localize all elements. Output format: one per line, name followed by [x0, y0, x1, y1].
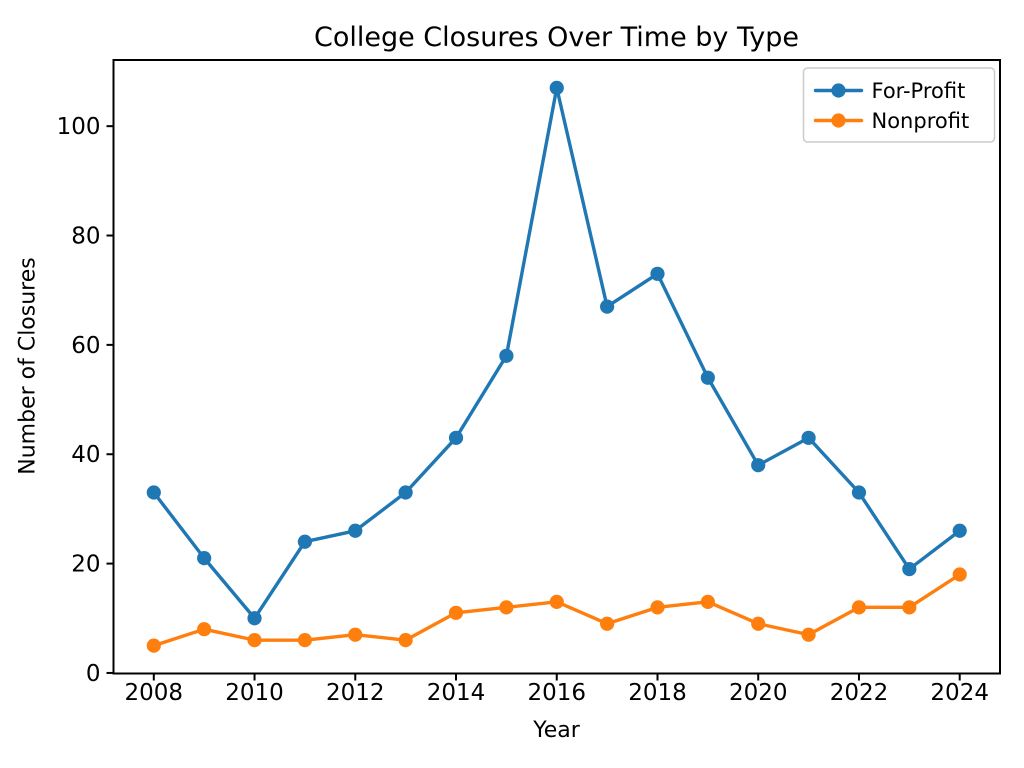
- series-marker: [902, 600, 917, 615]
- series-marker: [600, 299, 615, 314]
- x-tick-label: 2024: [930, 680, 989, 706]
- series-marker: [448, 605, 464, 620]
- y-tick-label: 60: [71, 333, 100, 359]
- series-marker: [348, 523, 363, 538]
- x-tick-label: 2020: [729, 680, 788, 706]
- series-marker: [146, 485, 161, 500]
- x-axis-label: Year: [533, 718, 580, 743]
- y-tick-label: 20: [71, 552, 100, 578]
- series-marker: [549, 594, 564, 609]
- series-marker: [348, 627, 363, 642]
- series-marker: [549, 80, 564, 95]
- series-marker: [398, 633, 413, 648]
- series-marker: [751, 458, 766, 473]
- series-marker: [952, 523, 967, 538]
- series-marker: [650, 266, 665, 281]
- legend-label: For-Profit: [872, 79, 966, 103]
- series-marker: [499, 348, 514, 363]
- x-tick-label: 2014: [427, 680, 486, 706]
- series-marker: [700, 594, 715, 609]
- y-tick-label: 80: [71, 224, 100, 250]
- series-marker: [448, 430, 464, 445]
- y-tick-label: 40: [71, 442, 100, 468]
- series-marker: [902, 561, 917, 577]
- series-marker: [851, 485, 867, 500]
- series-marker: [650, 600, 665, 615]
- x-tick-label: 2008: [125, 680, 184, 706]
- x-tick-label: 2016: [527, 680, 586, 706]
- series-marker: [297, 534, 313, 549]
- series-marker: [851, 600, 867, 615]
- y-tick-label: 0: [86, 661, 101, 687]
- x-tick-label: 2022: [830, 680, 889, 706]
- series-marker: [499, 600, 514, 615]
- x-tick-label: 2012: [326, 680, 385, 706]
- plot-border: [112, 59, 1001, 675]
- chart-title: College Closures Over Time by Type: [313, 22, 800, 53]
- series-marker: [247, 633, 262, 648]
- series-marker: [297, 633, 313, 648]
- series-marker: [801, 627, 816, 642]
- series-marker: [700, 370, 715, 385]
- x-tick-label: 2018: [628, 680, 687, 706]
- legend-swatch-marker: [831, 83, 846, 98]
- legend-label: Nonprofit: [872, 109, 970, 133]
- series-marker: [197, 622, 212, 637]
- series-marker: [801, 430, 816, 445]
- x-tick-label: 2010: [225, 680, 284, 706]
- series-marker: [247, 611, 262, 626]
- legend-box: [802, 67, 996, 143]
- series-marker: [146, 638, 161, 653]
- series-line-for-profit: [152, 86, 962, 620]
- y-tick-label: 100: [57, 114, 101, 140]
- legend-swatch-marker: [831, 113, 846, 128]
- series-marker: [398, 485, 413, 500]
- series-marker: [952, 567, 967, 582]
- series-marker: [600, 616, 615, 631]
- series-marker: [197, 551, 212, 566]
- series-marker: [751, 616, 766, 631]
- y-axis-label: Number of Closures: [15, 257, 41, 475]
